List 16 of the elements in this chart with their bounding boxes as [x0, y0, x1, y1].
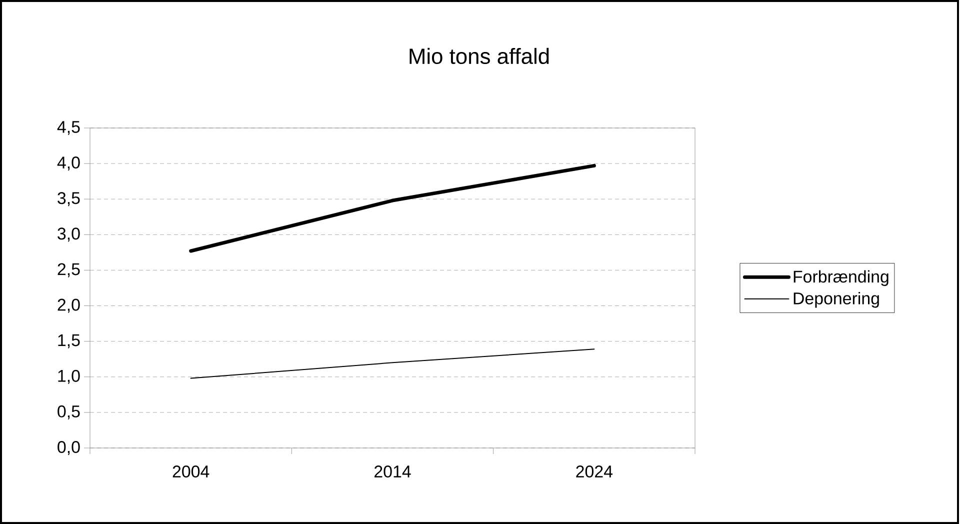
legend-label: Forbrænding [794, 270, 888, 286]
y-tick-label: 2,0 [58, 298, 80, 313]
x-tick-label: 2024 [576, 466, 613, 478]
x-tick-label: 2004 [172, 466, 210, 478]
y-tick-label: 0,0 [58, 440, 80, 455]
chart-title: Mio tons affald [410, 48, 549, 64]
y-tick-label: 3,0 [58, 228, 80, 242]
legend-label: Deponering [794, 292, 879, 308]
y-tick-label: 4,0 [57, 156, 80, 171]
y-tick-label: 1,5 [58, 334, 80, 348]
x-tick-label: 2014 [374, 466, 411, 478]
y-tick-label: 4,5 [57, 121, 80, 135]
y-tick-label: 1,0 [58, 370, 80, 384]
y-tick-label: 3,5 [58, 192, 80, 206]
y-tick-label: 0,5 [58, 405, 80, 420]
y-tick-label: 2,5 [58, 263, 80, 278]
